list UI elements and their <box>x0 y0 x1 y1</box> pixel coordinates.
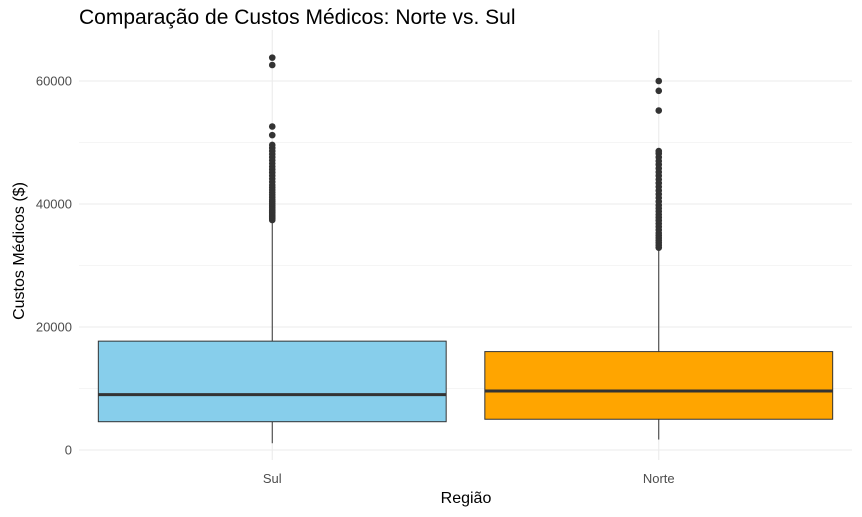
outlier-point <box>268 141 276 149</box>
boxes <box>97 54 834 444</box>
iqr-box <box>97 340 447 423</box>
y-tick-label: 0 <box>65 443 72 458</box>
y-tick-label: 20000 <box>36 320 72 335</box>
x-tick-label: Sul <box>263 471 282 486</box>
y-tick-label: 60000 <box>36 74 72 89</box>
iqr-box <box>484 351 834 420</box>
box-norte <box>484 77 834 440</box>
box-sul <box>97 54 447 444</box>
outlier-point <box>655 107 663 114</box>
outlier-point <box>268 131 276 139</box>
outlier-point <box>268 61 276 69</box>
x-axis-title: Região <box>441 490 492 507</box>
x-tick-label: Norte <box>643 471 675 486</box>
outlier-point <box>268 54 276 61</box>
chart-title: Comparação de Custos Médicos: Norte vs. … <box>79 6 516 29</box>
y-tick-label: 40000 <box>36 197 72 212</box>
outlier-point <box>268 123 276 130</box>
outlier-point <box>655 77 663 85</box>
axes: Região Custos Médicos ($) 0 20000 40000 600… <box>11 74 675 508</box>
outlier-point <box>655 147 663 155</box>
y-axis-title: Custos Médicos ($) <box>11 182 28 320</box>
outlier-point <box>655 87 663 95</box>
